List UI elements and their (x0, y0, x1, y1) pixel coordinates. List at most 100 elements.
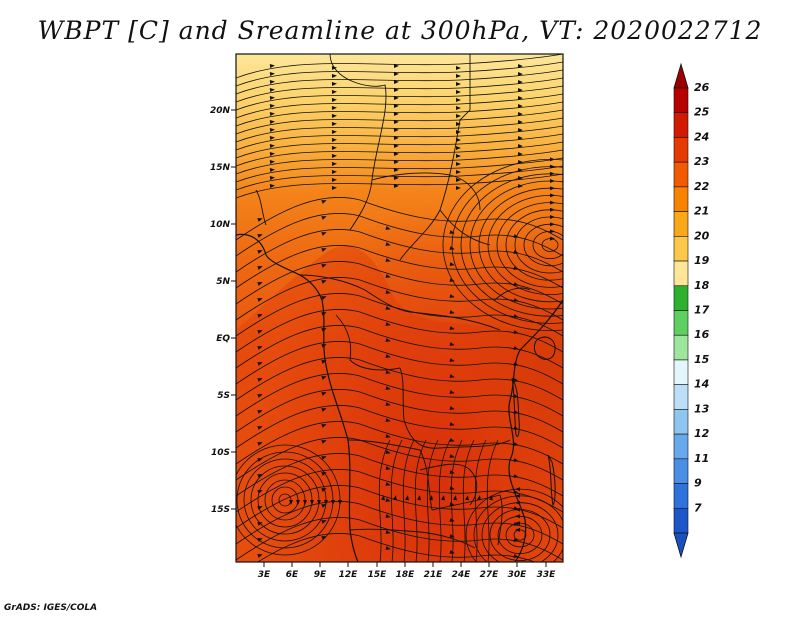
streamline (414, 439, 427, 562)
colorbar-label: 25 (694, 106, 710, 119)
streamline-arrow (550, 186, 555, 191)
streamline (236, 421, 563, 465)
lake-malawi (547, 454, 556, 507)
streamline (236, 453, 563, 497)
streamline-arrow (331, 90, 337, 94)
streamline-arrow (385, 386, 391, 390)
colorbar-label: 21 (694, 205, 709, 218)
colorbar-label: 23 (694, 155, 710, 168)
streamline-arrow (517, 176, 523, 180)
colorbar-swatch (673, 359, 689, 385)
streamline-arrow (513, 346, 519, 350)
streamline-arrow (456, 106, 461, 110)
streamline-arrow (393, 112, 399, 116)
colorbar-label: 13 (694, 402, 710, 415)
streamline-arrow (257, 394, 263, 398)
streamline-arrow (385, 274, 391, 278)
streamline (236, 245, 563, 289)
streamline-arrow (489, 495, 493, 501)
streamline-arrow (456, 170, 461, 174)
streamline (236, 125, 563, 151)
streamline-arrow (513, 522, 519, 526)
map-panel (236, 54, 563, 562)
streamline-arrow (513, 234, 519, 238)
lon-label-30e: 30E (508, 570, 528, 580)
streamline (236, 213, 563, 257)
streamline (236, 277, 563, 321)
streamline-arrow (456, 98, 461, 102)
streamline-arrow (441, 495, 445, 501)
streamline-arrow (385, 402, 391, 406)
colorbar-swatch (673, 458, 689, 484)
streamline-arrow (269, 88, 275, 92)
streamline-arrow (456, 186, 461, 190)
streamline-arrow (449, 326, 455, 330)
streamline-arrow (257, 330, 263, 334)
streamline (236, 101, 563, 127)
streamline-arrow (517, 160, 523, 164)
map-frame (235, 53, 564, 563)
streamline-arrow (513, 250, 519, 254)
streamline-arrow (449, 278, 455, 282)
streamline-arrow (393, 104, 399, 108)
streamline (236, 341, 563, 385)
streamline-arrow (257, 458, 263, 462)
streamline-arrow (417, 495, 421, 501)
streamline-arrow (517, 80, 523, 84)
streamline-arrow (321, 248, 327, 252)
streamline-arrow (331, 98, 337, 102)
streamline-arrow (321, 520, 327, 524)
streamline-arrow (331, 82, 337, 86)
streamline (236, 117, 563, 143)
streamline-arrow (513, 554, 519, 558)
streamline-arrow (385, 242, 391, 246)
streamline (451, 166, 563, 324)
streamline (438, 439, 451, 562)
streamline-arrow (385, 354, 391, 358)
streamline (496, 202, 563, 288)
streamline-arrow (515, 521, 520, 526)
streamline-arrow (449, 310, 455, 314)
lon-label-12e: 12E (339, 570, 359, 580)
streamline-arrow (321, 392, 327, 396)
streamline-arrow (331, 170, 337, 174)
lon-ticks (263, 562, 547, 567)
lon-label-33e: 33E (537, 570, 557, 580)
colorbar-label: 12 (694, 427, 710, 440)
streamline-arrow (456, 90, 461, 94)
streamline-arrow (257, 298, 263, 302)
lat-label-15n: 15N (210, 163, 231, 173)
streamline-arrow (385, 498, 391, 502)
streamline-arrows (257, 64, 555, 558)
streamline-arrow (269, 160, 275, 164)
streamline-arrow (331, 186, 337, 190)
streamline-arrow (449, 374, 455, 378)
streamline-arrow (321, 536, 327, 540)
lon-label-9e: 9E (314, 570, 327, 580)
streamline-arrow (449, 470, 455, 474)
streamline-arrow (393, 495, 397, 501)
streamline-arrow (517, 184, 523, 188)
colorbar-label: 15 (694, 353, 710, 366)
streamline (378, 439, 391, 562)
colorbar-swatch (673, 137, 689, 163)
streamline-arrow (449, 342, 455, 346)
streamline-arrow (550, 207, 555, 212)
colorbar-label: 20 (694, 229, 710, 242)
streamline-arrow (321, 408, 327, 412)
streamline-arrow (331, 178, 337, 182)
streamline-arrow (269, 152, 275, 156)
streamline (236, 469, 563, 513)
streamline-arrow (477, 495, 481, 501)
streamline-arrow (449, 550, 455, 554)
streamline (505, 209, 563, 281)
streamline-arrow (393, 96, 399, 100)
streamline-arrow (449, 534, 455, 538)
streamline-arrow (269, 128, 275, 132)
streamline-arrow (393, 120, 399, 124)
streamline-arrow (385, 466, 391, 470)
streamline-arrow (456, 146, 461, 150)
streamline (236, 485, 563, 529)
streamline-arrow (456, 162, 461, 166)
streamline-arrow (385, 514, 391, 518)
